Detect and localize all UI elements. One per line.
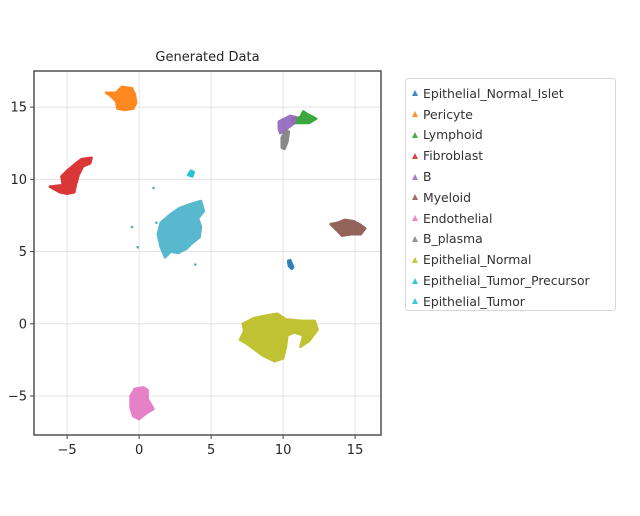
outlier-point — [155, 221, 158, 224]
y-tick-label: 5 — [19, 245, 27, 260]
legend-label: Epithelial_Tumor_Precursor — [423, 273, 590, 289]
outlier-point — [130, 225, 134, 229]
legend-item: Epithelial_Normal_Islet — [411, 83, 615, 104]
y-axis-ticks: −5 0 5 10 15 — [8, 101, 34, 405]
outlier-point — [193, 263, 197, 266]
triangle-marker-icon — [412, 215, 418, 222]
legend-label: Lymphoid — [423, 127, 483, 143]
legend-label: Myeloid — [423, 189, 471, 205]
cluster-b — [277, 114, 298, 135]
triangle-marker-icon — [412, 298, 418, 305]
legend-item: Epithelial_Tumor_Precursor — [411, 270, 615, 291]
chart-title: Generated Data — [155, 50, 260, 65]
triangle-marker-icon — [412, 277, 418, 284]
legend-item: Epithelial_Normal — [411, 249, 615, 270]
triangle-marker-icon — [412, 90, 418, 97]
triangle-marker-icon — [412, 235, 418, 242]
cluster-epithelial-normal — [238, 312, 319, 363]
y-tick-label: 0 — [19, 317, 27, 332]
legend-label: Pericyte — [423, 106, 473, 122]
x-tick-label: 5 — [207, 443, 215, 458]
y-tick-label: 15 — [10, 101, 27, 116]
cluster-fibroblast — [48, 156, 93, 196]
legend-item: B_plasma — [411, 229, 615, 250]
triangle-marker-icon — [412, 152, 418, 159]
x-axis-ticks: −5 0 5 10 15 — [58, 435, 364, 458]
cluster-epithelial-tumor — [156, 199, 206, 259]
plot-frame — [33, 70, 382, 436]
legend-item: Lymphoid — [411, 125, 615, 146]
cluster-b-plasma — [280, 128, 291, 151]
legend-item: Epithelial_Tumor — [411, 291, 615, 312]
data-clusters — [48, 85, 367, 421]
triangle-marker-icon — [412, 256, 418, 263]
x-tick-label: −5 — [58, 443, 77, 458]
y-tick-label: 10 — [10, 173, 27, 188]
x-tick-label: 0 — [135, 443, 143, 458]
cluster-endothelial — [129, 386, 155, 421]
y-tick-label: −5 — [8, 390, 27, 405]
legend: Epithelial_Normal_Islet Pericyte Lymphoi… — [405, 78, 616, 311]
legend-label: B — [423, 169, 432, 185]
cluster-epithelial-tumor-precursor — [186, 169, 196, 178]
cluster-pericyte — [104, 85, 138, 112]
outlier-point — [152, 186, 155, 190]
legend-item: Pericyte — [411, 104, 615, 125]
legend-item: Fibroblast — [411, 145, 615, 166]
legend-label: Epithelial_Normal — [423, 252, 532, 268]
legend-label: Endothelial — [423, 210, 493, 226]
triangle-marker-icon — [412, 194, 418, 201]
outlier-point — [136, 245, 139, 249]
legend-label: Epithelial_Normal_Islet — [423, 85, 564, 101]
x-tick-label: 15 — [347, 443, 364, 458]
legend-item: B — [411, 166, 615, 187]
grid-lines — [34, 71, 381, 435]
triangle-marker-icon — [412, 131, 418, 138]
legend-item: Endothelial — [411, 208, 615, 229]
x-tick-label: 10 — [275, 443, 292, 458]
legend-item: Myeloid — [411, 187, 615, 208]
triangle-marker-icon — [412, 111, 418, 118]
legend-label: Epithelial_Tumor — [423, 293, 525, 309]
cluster-epithelial-normal-islet — [286, 258, 295, 271]
cluster-myeloid — [329, 218, 367, 237]
legend-label: B_plasma — [423, 231, 483, 247]
legend-label: Fibroblast — [423, 148, 484, 164]
triangle-marker-icon — [412, 173, 418, 180]
